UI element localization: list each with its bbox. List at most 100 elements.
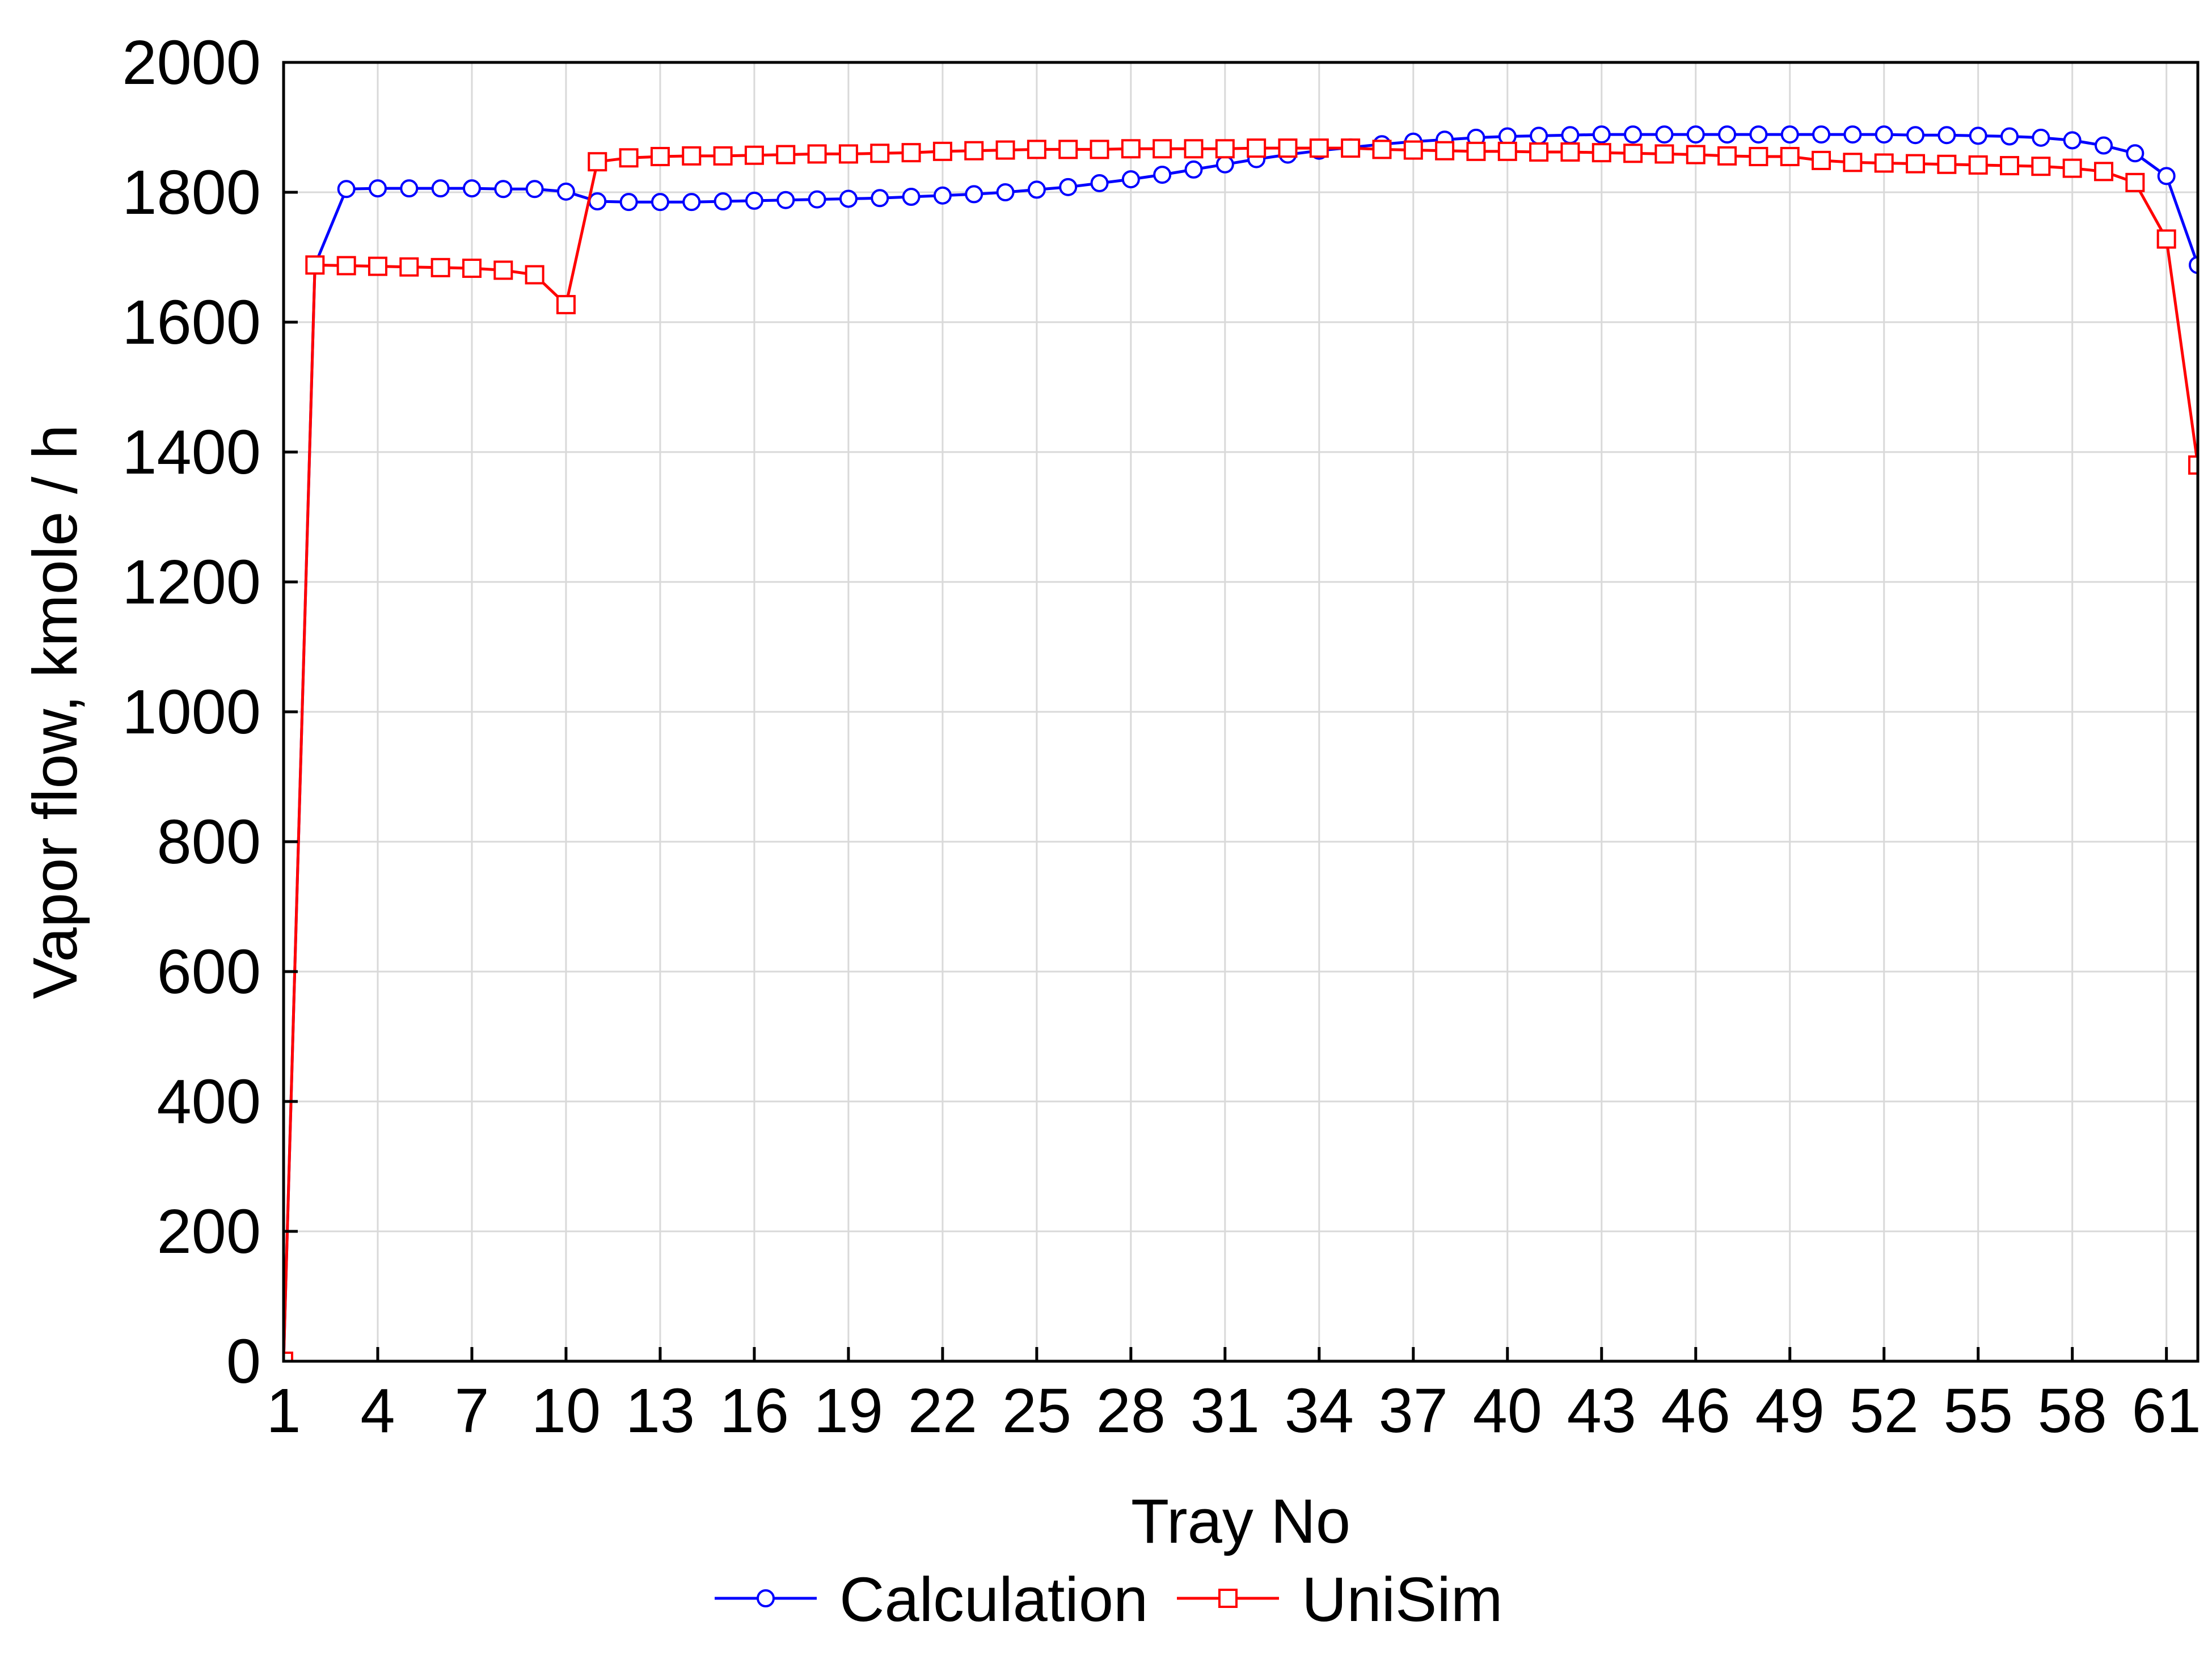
data-point [1749, 147, 1768, 167]
data-point [682, 146, 702, 166]
data-point [776, 145, 796, 164]
data-point [1592, 143, 1611, 163]
y-tick-label: 200 [157, 1197, 261, 1267]
x-tick-label: 34 [1285, 1376, 1354, 1446]
data-point [1937, 154, 1957, 174]
data-point [2095, 136, 2113, 155]
data-point [933, 186, 952, 205]
data-point [1121, 139, 1141, 159]
data-point [1184, 139, 1204, 159]
data-point [1215, 155, 1234, 174]
series-area [284, 125, 2198, 1361]
data-point [714, 192, 732, 211]
data-point [1058, 140, 1078, 159]
data-point [400, 179, 419, 198]
x-tick-label: 22 [908, 1376, 977, 1446]
y-axis-title: Vapor flow, kmole / h [20, 425, 90, 999]
legend-marker-circle [757, 1589, 775, 1607]
data-point [1875, 125, 1893, 144]
data-point [776, 191, 795, 209]
x-tick-label: 43 [1567, 1376, 1636, 1446]
data-point [1090, 174, 1109, 192]
data-point [745, 191, 763, 210]
x-tick-label: 46 [1661, 1376, 1730, 1446]
data-point [1497, 141, 1517, 161]
data-point [2188, 455, 2198, 475]
data-point [1937, 126, 1956, 145]
data-point [1812, 150, 1831, 170]
x-tick-label: 16 [720, 1376, 789, 1446]
data-point [965, 185, 983, 204]
y-tick-label: 1400 [122, 417, 261, 487]
x-tick-label: 49 [1755, 1376, 1825, 1446]
data-point [1530, 126, 1548, 145]
data-point [462, 258, 482, 278]
x-tick-label: 58 [2038, 1376, 2107, 1446]
data-point [2094, 162, 2114, 181]
x-axis-title: Tray No [1131, 1487, 1350, 1556]
data-point [744, 145, 764, 165]
data-point [588, 152, 607, 172]
data-point [1372, 140, 1392, 159]
data-point [1027, 140, 1046, 159]
data-point [430, 257, 450, 277]
data-point [932, 141, 952, 161]
data-point [284, 1352, 293, 1361]
data-point [1592, 125, 1611, 144]
data-point [838, 144, 858, 164]
data-point [808, 190, 826, 209]
series-line-unisim [284, 146, 2198, 1361]
data-point [368, 256, 387, 276]
y-tick-label: 1200 [122, 547, 261, 617]
data-point [525, 265, 544, 285]
data-point [556, 295, 576, 315]
grid [282, 61, 2198, 1362]
y-tick-label: 800 [157, 807, 261, 877]
data-point [996, 183, 1015, 201]
data-point [1969, 126, 1987, 145]
x-tick-label: 4 [360, 1376, 395, 1446]
data-point [807, 144, 827, 164]
data-point [1624, 125, 1643, 144]
data-point [1780, 147, 1800, 167]
data-point [1184, 160, 1203, 179]
x-tick-label: 61 [2131, 1376, 2201, 1446]
data-point [1843, 153, 1863, 172]
data-point [2156, 229, 2176, 249]
y-tick-label: 600 [157, 937, 261, 1007]
data-point [619, 193, 638, 212]
data-point [1121, 170, 1140, 189]
data-point [902, 188, 921, 206]
data-point [901, 143, 921, 163]
data-point [1466, 141, 1486, 161]
data-point [1247, 138, 1267, 158]
y-tick-label: 1800 [122, 158, 261, 227]
data-point [1717, 146, 1737, 166]
data-point [368, 179, 387, 198]
data-point [682, 193, 701, 212]
data-point [1654, 144, 1674, 164]
legend-item-unisim: UniSim [1177, 1565, 1503, 1635]
y-tick-label: 400 [157, 1067, 261, 1137]
x-tick-label: 37 [1379, 1376, 1448, 1446]
data-point [337, 180, 356, 199]
x-tick-label: 28 [1096, 1376, 1166, 1446]
legend-label: Calculation [839, 1565, 1148, 1635]
data-point [2189, 256, 2198, 275]
data-point [1341, 138, 1361, 158]
y-tick-label: 1000 [122, 677, 261, 747]
series-unisim [284, 138, 2198, 1361]
data-point [1686, 145, 1706, 164]
data-point [399, 257, 419, 277]
y-tick-label: 2000 [122, 28, 261, 98]
data-point [964, 141, 984, 161]
data-point [1435, 141, 1455, 161]
data-point [1560, 142, 1580, 162]
data-point [1529, 142, 1549, 162]
legend-label: UniSim [1302, 1565, 1503, 1635]
data-point [1874, 153, 1894, 173]
data-point [871, 189, 889, 208]
data-point [462, 179, 481, 198]
x-tick-label: 1 [266, 1376, 301, 1446]
data-point [1153, 166, 1172, 184]
